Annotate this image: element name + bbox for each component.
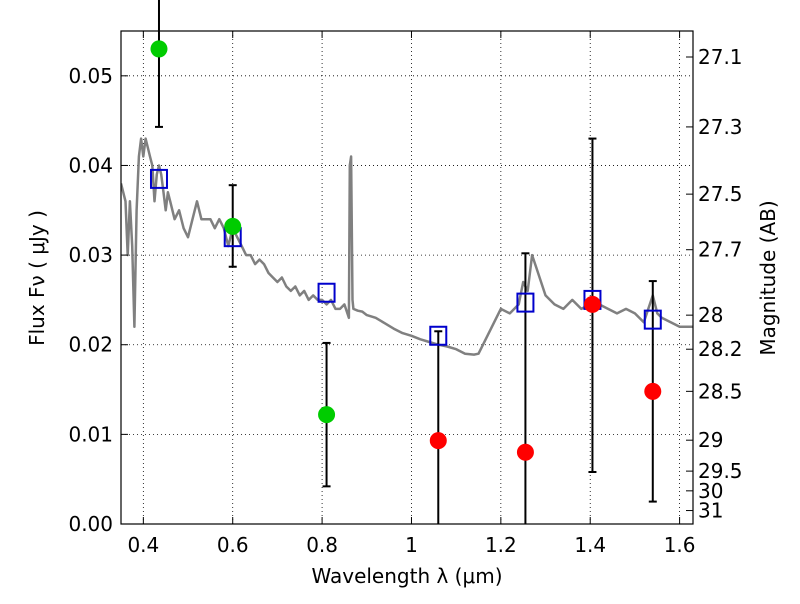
y2-tick-label: 30 [698,479,723,503]
y-tick-label: 0.00 [68,512,113,536]
model-point [317,282,336,303]
non-detection-point [583,295,601,313]
plot-frame [120,30,694,525]
data-layer [121,137,693,356]
x-tick-label: 1 [405,533,418,557]
y2-tick-label: 29 [698,428,723,452]
y2-tick-label: 29.5 [698,459,743,483]
y2-tick-label: 28.5 [698,379,743,403]
non-detection-point [429,432,447,450]
y-tick-label: 0.02 [68,333,113,357]
detection-point [318,406,336,424]
model-point [516,292,535,313]
y2-tick-label: 27.3 [698,115,743,139]
x-tick-label: 0.6 [217,533,249,557]
y-axis-label: Flux Fν ( μJy ) [25,210,49,346]
y-tick-label: 0.05 [68,64,113,88]
y2-tick-label: 27.7 [698,238,743,262]
error-bars [149,0,662,524]
y2-tick-label: 28 [698,303,723,327]
y-tick-label: 0.01 [68,422,113,446]
model-point [643,309,662,330]
x-tick-label: 1.2 [485,533,517,557]
x-tick-label: 0.4 [127,533,159,557]
y2-tick-label: 31 [698,499,723,523]
model-point [149,168,168,189]
plot-background [121,31,693,524]
detection-point [150,40,168,58]
ticks: 0.4 0.6 0.8 1 1.2 1.4 1.6 0.00 0.01 0.02 0.03 0.04 0… [68,31,743,557]
y2-axis-label: Magnitude (AB) [756,200,780,355]
x-tick-label: 1.6 [664,533,696,557]
detection-point [224,217,242,235]
y2-tick-label: 27.5 [698,182,743,206]
spectrum-line [121,137,693,356]
x-tick-label: 0.8 [306,533,338,557]
y2-tick-label: 28.2 [698,337,743,361]
y2-tick-label: 27.1 [698,45,743,69]
x-tick-label: 1.4 [574,533,606,557]
y-tick-label: 0.04 [68,153,113,177]
x-axis-label: Wavelength λ (μm) [311,564,502,588]
y-tick-label: 0.03 [68,243,113,267]
non-detection-point [516,443,534,461]
non-detection-point [644,382,662,400]
model-point [429,325,448,346]
